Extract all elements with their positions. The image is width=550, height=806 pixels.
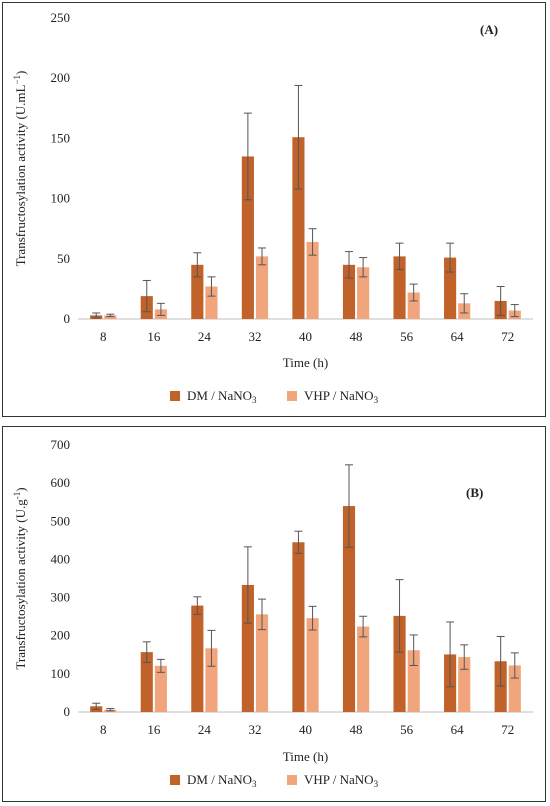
x-tick-label: 40 (299, 329, 312, 344)
x-tick-label: 40 (299, 722, 312, 737)
y-tick-label: 600 (51, 475, 71, 490)
legend-label-sub: 3 (252, 779, 257, 789)
chart-a-svg: 0 50 100 150 200 250 8 16 24 32 40 48 56 64 72 (A) Time … (12, 10, 533, 405)
y-tick-label: 0 (64, 704, 71, 719)
bar-dm-40h (292, 137, 305, 319)
legend-swatch-vhp (287, 391, 297, 401)
y-axis-title: Transfructosylation activity (U.mL−1) (12, 71, 28, 267)
x-tick-label: 48 (350, 722, 363, 737)
x-tick-label: 72 (501, 722, 514, 737)
y-tick-label: 700 (51, 437, 71, 452)
chart-b-svg: 0 100 200 300 400 500 600 700 8 16 24 32 40 48 56 64 72 (… (12, 437, 533, 789)
bar-dm-32h (241, 156, 254, 319)
y-tick-label: 500 (51, 513, 71, 528)
x-axis-title: Time (h) (283, 355, 328, 370)
bar-vhp-72h (508, 665, 521, 712)
legend-label-vhp: VHP / NaNO3 (304, 388, 379, 405)
bar-vhp-24h (205, 648, 218, 712)
x-tick-label: 32 (248, 722, 261, 737)
y-axis-title-close: ) (13, 487, 28, 491)
bar-dm-56h (393, 615, 406, 712)
x-tick-label: 24 (198, 329, 212, 344)
bar-vhp-32h (255, 256, 269, 319)
legend-label-sub: 3 (374, 395, 379, 405)
bar-vhp-48h (357, 626, 370, 712)
x-tick-label: 64 (451, 722, 465, 737)
x-tick-label: 56 (400, 722, 414, 737)
bar-vhp-24h (205, 286, 218, 319)
bar-dm-72h (494, 661, 507, 712)
bar-dm-40h (292, 542, 305, 712)
y-tick-label: 50 (57, 251, 70, 266)
bar-dm-24h (191, 605, 204, 712)
y-axis-title-close: ) (13, 71, 28, 75)
bar-dm-56h (393, 256, 406, 319)
y-tick-label: 400 (51, 551, 71, 566)
x-tick-label: 72 (501, 329, 514, 344)
x-tick-label: 32 (248, 329, 261, 344)
y-tick-label: 100 (51, 191, 71, 206)
legend-label-main: VHP / NaNO (304, 772, 374, 787)
y-axis-title-sup: −1 (12, 75, 22, 85)
bar-vhp-8h (104, 315, 117, 319)
legend-label-main: VHP / NaNO (304, 388, 374, 403)
x-tick-label: 8 (100, 722, 107, 737)
bar-vhp-16h (154, 665, 167, 712)
y-tick-label: 200 (51, 628, 71, 643)
y-tick-label: 250 (51, 10, 71, 25)
legend-swatch-dm (170, 391, 180, 401)
x-tick-label: 24 (198, 722, 212, 737)
bar-vhp-48h (357, 267, 370, 319)
bar-dm-16h (140, 652, 153, 712)
legend-label-sub: 3 (252, 395, 257, 405)
x-tick-label: 56 (400, 329, 414, 344)
x-tick-label: 16 (147, 722, 161, 737)
bar-vhp-40h (306, 618, 319, 712)
bar-dm-64h (444, 257, 457, 319)
y-tick-label: 300 (51, 590, 71, 605)
legend-swatch-vhp (287, 775, 297, 785)
bar-vhp-64h (458, 657, 471, 712)
y-axis-title-main: Transfructosylation activity (U.mL (13, 84, 28, 266)
legend-label-main: DM / NaNO (187, 388, 252, 403)
legend-label-vhp: VHP / NaNO3 (304, 772, 379, 789)
bar-dm-32h (241, 584, 254, 712)
legend-label-main: DM / NaNO (187, 772, 252, 787)
legend-label-dm: DM / NaNO3 (187, 772, 257, 789)
y-axis-title-main: Transfructosylation activity (U.g (13, 499, 28, 670)
y-tick-label: 200 (51, 70, 71, 85)
panel-label: (B) (466, 485, 483, 500)
y-tick-label: 100 (51, 666, 71, 681)
x-axis-title: Time (h) (283, 749, 328, 764)
legend-label-dm: DM / NaNO3 (187, 388, 257, 405)
bar-vhp-32h (255, 614, 269, 712)
bar-vhp-40h (306, 241, 319, 319)
y-tick-label: 0 (64, 311, 71, 326)
chart-panel-a: 0 50 100 150 200 250 8 16 24 32 40 48 56 64 72 (A) Time … (2, 2, 546, 417)
bar-dm-24h (191, 264, 204, 319)
legend-label-sub: 3 (374, 779, 379, 789)
y-axis-title: Transfructosylation activity (U.g-1) (12, 487, 28, 669)
x-tick-label: 64 (451, 329, 465, 344)
y-axis-title-sup: -1 (12, 492, 22, 500)
panel-label: (A) (480, 22, 498, 37)
bar-dm-48h (342, 506, 356, 712)
y-tick-label: 150 (51, 130, 71, 145)
x-tick-label: 16 (147, 329, 161, 344)
chart-panel-b: 0 100 200 300 400 500 600 700 8 16 24 32 40 48 56 64 72 (… (2, 426, 546, 802)
bar-vhp-56h (407, 292, 420, 319)
x-tick-label: 48 (350, 329, 363, 344)
legend-swatch-dm (170, 775, 180, 785)
x-tick-label: 8 (100, 329, 107, 344)
